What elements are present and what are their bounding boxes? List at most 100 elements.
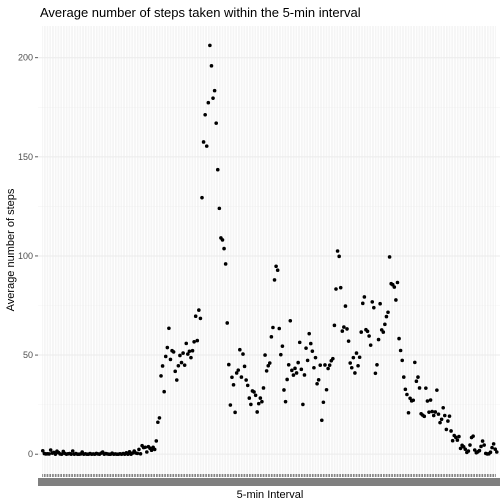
data-point	[231, 383, 236, 387]
data-point	[441, 405, 445, 410]
data-point	[187, 349, 192, 354]
x-gridlines	[42, 26, 496, 474]
data-point	[249, 402, 253, 407]
data-point	[346, 339, 351, 343]
data-point	[256, 401, 261, 406]
data-points	[40, 43, 499, 456]
data-point	[394, 298, 398, 302]
data-point	[154, 439, 159, 443]
data-point	[491, 442, 496, 446]
data-point	[234, 371, 239, 375]
data-point	[253, 393, 258, 398]
data-point	[427, 410, 431, 414]
data-point	[454, 435, 458, 440]
data-point	[477, 448, 482, 453]
data-point	[342, 325, 346, 329]
data-point	[178, 353, 182, 358]
data-point	[305, 358, 310, 363]
data-point	[137, 447, 141, 452]
data-point	[413, 360, 417, 365]
data-point	[294, 371, 299, 375]
data-point	[160, 364, 165, 368]
data-point	[365, 329, 370, 334]
data-point	[356, 363, 360, 368]
data-point	[184, 341, 189, 346]
data-point	[244, 378, 248, 382]
data-point	[48, 448, 53, 452]
data-point	[297, 340, 302, 345]
data-point	[286, 362, 291, 367]
data-point	[261, 386, 266, 390]
data-point	[182, 363, 187, 367]
data-point	[468, 443, 472, 447]
data-point	[290, 368, 294, 373]
data-point	[480, 439, 485, 443]
data-point	[145, 450, 149, 454]
data-point	[247, 396, 252, 400]
data-point	[368, 343, 373, 347]
data-point	[354, 351, 359, 355]
data-point	[387, 255, 392, 259]
data-point	[206, 100, 211, 105]
plot-panel	[38, 26, 500, 474]
data-point	[209, 64, 214, 68]
data-point	[201, 140, 206, 144]
data-point	[239, 375, 244, 379]
data-point	[351, 355, 356, 360]
chart-title: Average number of steps taken within the…	[40, 5, 361, 20]
data-point	[230, 375, 234, 380]
data-point	[283, 399, 288, 404]
data-point	[223, 262, 228, 266]
data-point	[411, 398, 416, 403]
data-point	[397, 336, 401, 341]
y-tick-label: 0	[28, 449, 33, 459]
data-point	[227, 362, 231, 367]
data-point	[69, 452, 73, 456]
data-point	[40, 449, 45, 453]
data-point	[135, 451, 140, 456]
data-point	[138, 451, 143, 456]
data-point	[252, 390, 256, 394]
data-point	[301, 402, 305, 407]
data-point	[288, 318, 293, 323]
data-point	[326, 366, 330, 371]
data-point	[398, 348, 403, 353]
data-point	[217, 206, 222, 211]
data-point	[214, 121, 218, 125]
data-point	[416, 375, 420, 379]
data-point	[433, 410, 438, 414]
data-point	[167, 326, 171, 331]
data-point	[279, 352, 283, 357]
data-point	[320, 418, 324, 423]
x-axis-title: 5-min Interval	[237, 489, 304, 501]
data-point	[312, 365, 316, 370]
data-point	[157, 416, 162, 420]
data-point	[70, 449, 75, 453]
data-point	[376, 337, 381, 342]
data-point	[436, 412, 441, 416]
data-point	[156, 420, 160, 425]
data-point	[47, 452, 51, 456]
data-point	[269, 335, 274, 339]
data-point	[190, 348, 195, 353]
data-point	[200, 195, 204, 200]
data-point	[430, 409, 434, 414]
data-point	[186, 352, 190, 356]
data-point	[260, 399, 264, 404]
data-point	[168, 357, 173, 362]
data-point	[193, 314, 198, 319]
data-point	[488, 450, 493, 454]
data-point	[345, 327, 349, 331]
data-point	[220, 238, 225, 242]
data-point	[438, 420, 442, 425]
data-point	[192, 339, 196, 344]
y-axis-tick-labels: 0 50 100 150 200	[18, 53, 33, 459]
data-point	[143, 445, 148, 450]
data-point	[263, 353, 267, 357]
data-point	[400, 358, 405, 363]
data-point	[435, 388, 439, 392]
data-point	[236, 368, 241, 372]
data-point	[357, 355, 362, 360]
data-point	[327, 363, 332, 367]
data-point	[282, 388, 286, 392]
